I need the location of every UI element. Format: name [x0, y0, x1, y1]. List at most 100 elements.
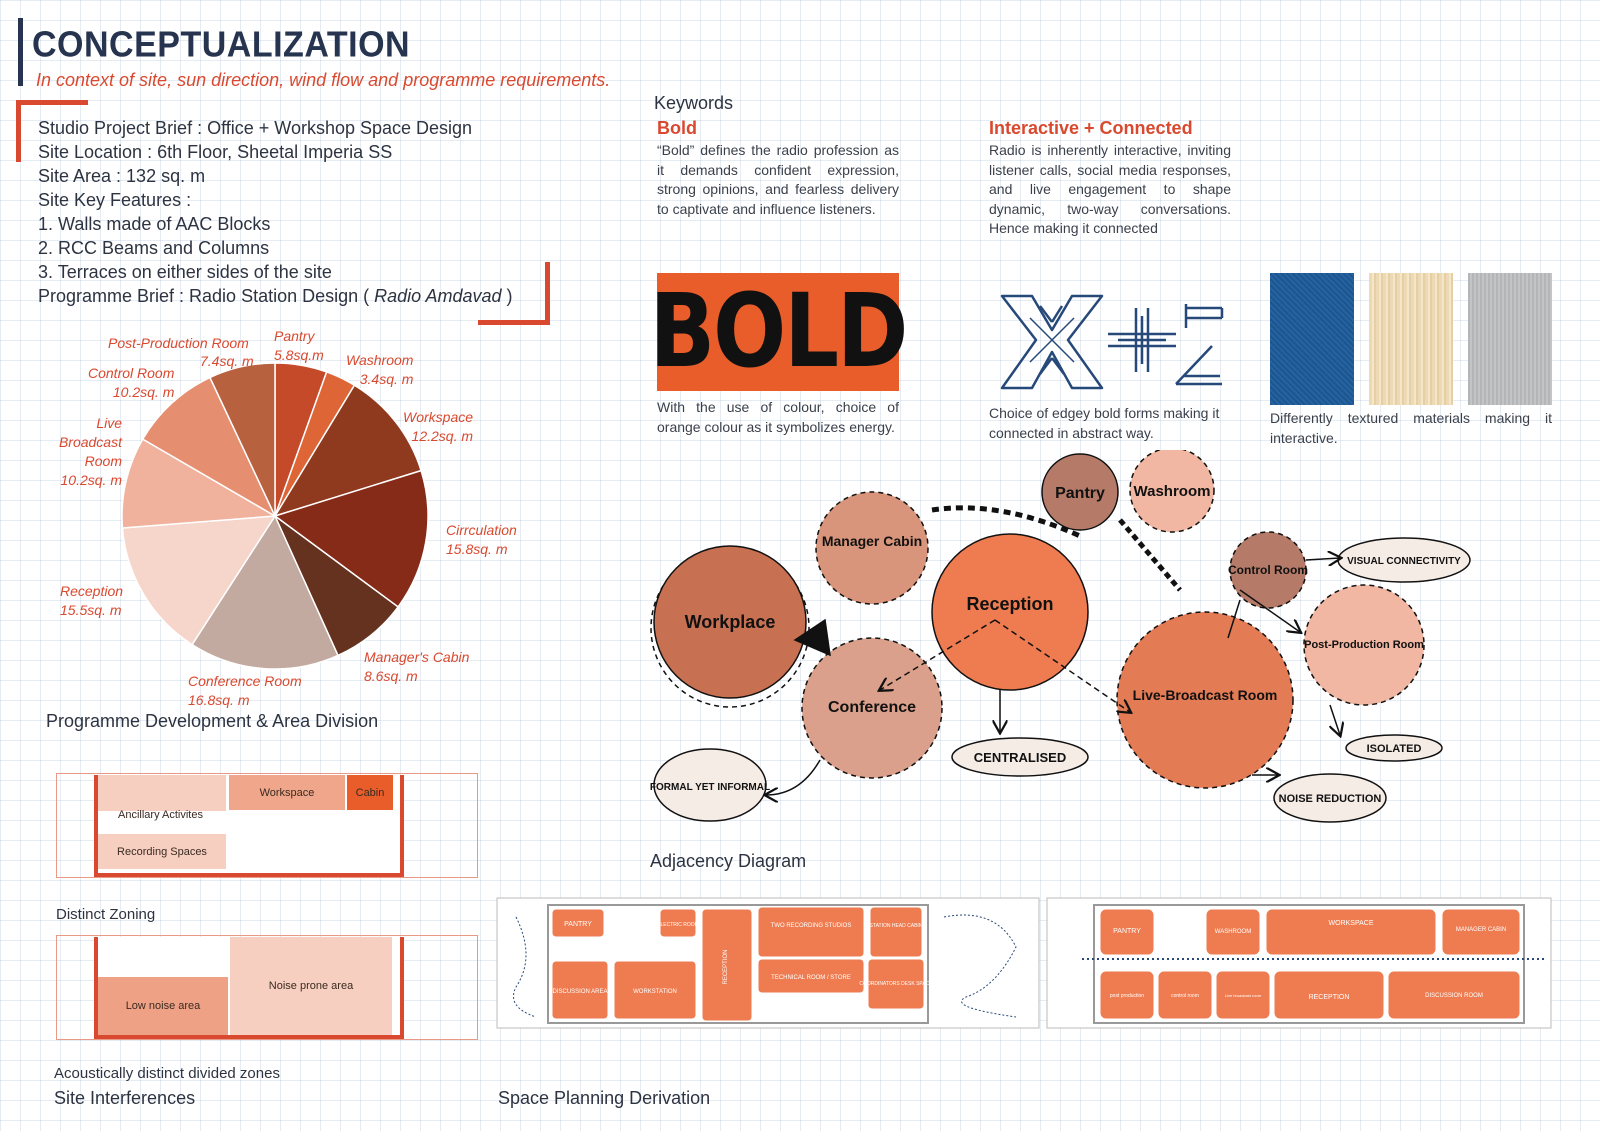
brief-line: 1. Walls made of AAC Blocks [38, 214, 271, 234]
plan1-recording: TWO RECORDING STUDIOS [771, 923, 852, 929]
space-plan-2: PANTRY WASHROOM WORKSPACE MANAGER CABIN … [1046, 897, 1552, 1029]
brief-corner-top [16, 100, 88, 105]
zone-ancillary [98, 775, 226, 811]
tag-centralised [951, 737, 1089, 777]
pie-label-manager: Manager's Cabin 8.6sq. m [364, 649, 470, 684]
distinct-zoning-caption: Distinct Zoning [56, 906, 156, 923]
plan2-washroom: WASHROOM [1215, 929, 1251, 935]
tag-formal-label: FORMAL YET INFORMAL [650, 782, 770, 793]
bubble-post-label: Post-Production Room [1304, 639, 1424, 651]
brief-line: Site Area : 132 sq. m [38, 166, 206, 186]
materials-caption: Differently textured materials making it… [1270, 410, 1552, 446]
brief-line: Site Location : 6th Floor, Sheetal Imper… [38, 142, 393, 162]
pie-slice-control-room [141, 376, 277, 518]
bubble-live [1116, 611, 1294, 789]
bubble-manager [815, 491, 929, 605]
plan2-reception: RECEPTION [1309, 994, 1350, 1001]
plan1-electric: ELECTRIC ROOM [657, 922, 699, 928]
pie-label-workspace: Workspace 12.2sq. m [403, 409, 474, 444]
brief-line: 3. Terraces on either sides of the site [38, 262, 332, 282]
zone-low-noise: Low noise area [98, 977, 228, 1035]
bubble-workplace [653, 545, 807, 699]
space-plan-1: PANTRY ELECTRIC ROOM TWO RECORDING STUDI… [496, 897, 1040, 1029]
pie-slice-cirrculation [273, 469, 429, 608]
site-interferences-caption: Site Interferences [54, 1088, 196, 1108]
bubble-manager-label: Manager Cabin [822, 533, 922, 549]
zone-recording: Recording Spaces [98, 834, 226, 869]
bubble-reception [931, 533, 1089, 691]
plan1-pantry: PANTRY [564, 921, 592, 928]
plan2-discussion: DISCUSSION ROOM [1425, 993, 1483, 999]
brief-line: 2. RCC Beams and Columns [38, 238, 270, 258]
pie-label-conference: Conference Room 16.8sq. m [188, 673, 302, 708]
bubble-reception-label: Reception [966, 594, 1053, 614]
pie-label-pantry: Pantry 5.8sq.m [274, 328, 324, 363]
zoning-plan-outline [56, 773, 478, 878]
bubble-post [1303, 584, 1425, 706]
bubble-live-label: Live-Broadcast Room [1133, 687, 1278, 703]
pie-value-post-production: 7.4sq. m [200, 353, 254, 369]
keywords-heading: Keywords [654, 93, 734, 113]
adjacency-diagram: Workplace Manager Cabin Pantry Washroom … [650, 450, 1471, 823]
brief-corner-right [545, 262, 550, 325]
brief-line: Studio Project Brief : Office + Workshop… [38, 118, 473, 138]
bubble-washroom [1129, 450, 1215, 533]
pie-label-live: Live Broadcast Room 10.2sq. m [58, 415, 122, 488]
tag-centralised-label: CENTRALISED [974, 750, 1066, 765]
pie-slices [121, 362, 429, 670]
bubble-workplace-label: Workplace [685, 612, 776, 632]
pie-label-reception: Reception 15.5sq. m [60, 583, 124, 618]
pie-chart-title: Programme Development & Area Division [46, 711, 379, 731]
plan1-technical: TECHNICAL ROOM / STORE [771, 975, 851, 981]
plan2-manager: MANAGER CABIN [1456, 927, 1506, 933]
pie-slice-conference-room [191, 514, 339, 670]
plan2-control: control room [1171, 993, 1199, 999]
plan1-workstation: WORKSTATION [633, 989, 677, 995]
edgy-forms-sketch [1000, 294, 1224, 390]
pie-label-control: Control Room 10.2sq. m [88, 365, 175, 400]
keyword-bold-text: “Bold” defines the radio profession as i… [657, 142, 899, 217]
acoustic-plan-outline [56, 935, 478, 1040]
keyword-interactive-title: Interactive + Connected [989, 118, 1193, 138]
plan1-reception: RECEPTION [723, 949, 729, 984]
adjacency-title: Adjacency Diagram [650, 851, 807, 871]
bubble-control [1229, 531, 1307, 609]
plan2-post: post production [1110, 993, 1144, 999]
project-brief: Studio Project Brief : Office + Workshop… [38, 116, 513, 308]
plan2-pantry: PANTRY [1113, 928, 1141, 935]
pie-slice-live-broadcast-room [121, 438, 278, 529]
pie-label-post-production: Post-Production Room [108, 335, 249, 351]
brief-corner-left [16, 100, 21, 162]
tag-isolated [1345, 734, 1443, 762]
plan1-coordinator: COORDINATORS DESK SPACE [859, 981, 933, 987]
zone-ancillary-label: Ancillary Activites [118, 809, 203, 821]
tag-isolated-label: ISOLATED [1367, 743, 1422, 755]
zone-workspace: Workspace [229, 775, 345, 810]
space-planning-caption: Space Planning Derivation [498, 1088, 711, 1108]
zone-cabin: Cabin [347, 775, 393, 810]
tag-visual-label: VISUAL CONNECTIVITY [1347, 556, 1461, 567]
forms-caption: Choice of edgey bold forms making it con… [989, 405, 1220, 441]
bold-caption: With the use of colour, choice of orange… [657, 399, 899, 435]
bubble-control-label: Control Room [1228, 563, 1308, 577]
plan2-workspace: WORKSPACE [1329, 920, 1374, 927]
page-subtitle: In context of site, sun direction, wind … [36, 70, 611, 90]
programme-brief: Programme Brief : Radio Station Design (… [38, 286, 513, 306]
tag-formal [653, 748, 767, 822]
pie-slice-reception [121, 515, 277, 646]
keyword-bold-title: Bold [657, 118, 697, 138]
keyword-interactive-text: Radio is inherently interactive, invitin… [989, 142, 1231, 236]
zone-noise-prone: Noise prone area [230, 937, 392, 1035]
bold-color-sample: BOLD [649, 273, 908, 391]
plan1-station: STATION HEAD CABIN [870, 923, 923, 929]
plan2-live: Live broadcast room [1225, 993, 1262, 998]
bubble-pantry [1041, 453, 1119, 531]
area-pie-chart [121, 362, 429, 670]
pie-label-circulation: Cirrculation 15.8sq. m [446, 522, 517, 557]
material-swatch-wood [1369, 273, 1453, 405]
plan1-discussion: DISCUSSION AREA [552, 989, 607, 995]
bubble-pantry-label: Pantry [1055, 485, 1105, 502]
brief-line: Site Key Features : [38, 190, 192, 210]
material-swatch-grey [1468, 273, 1552, 405]
brief-corner-bottom [478, 320, 550, 325]
